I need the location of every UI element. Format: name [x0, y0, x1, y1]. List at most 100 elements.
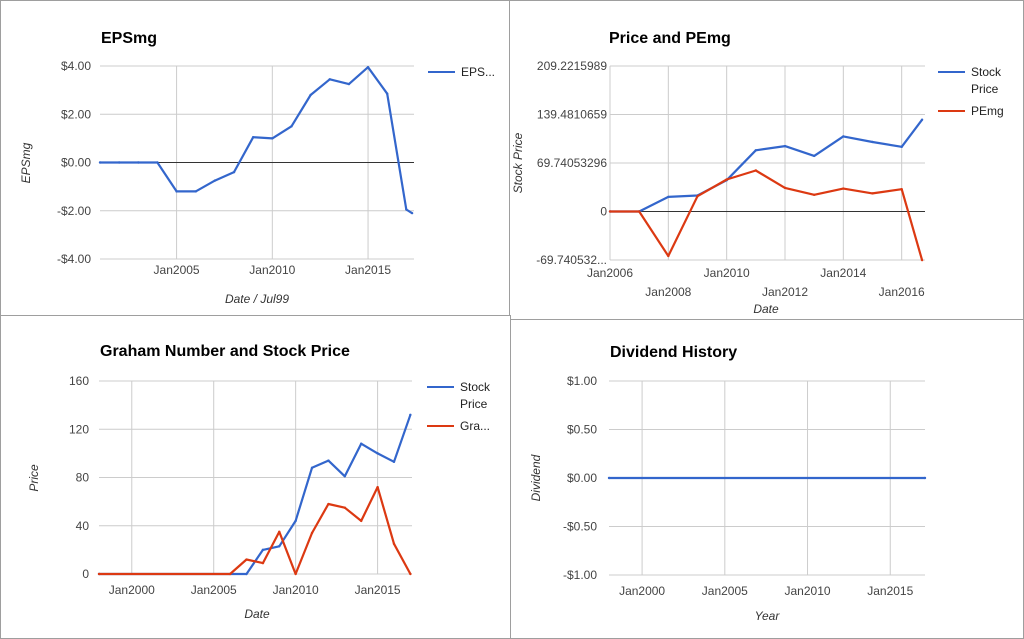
y-tick-label: -69.740532... [536, 253, 607, 267]
data-point [405, 208, 408, 211]
data-point [607, 476, 611, 480]
data-point [278, 545, 281, 548]
data-point [667, 254, 670, 258]
data-point [409, 572, 412, 576]
data-point [194, 190, 197, 193]
series-line-0 [100, 66, 413, 215]
y-tick-label: 139.4810659 [537, 108, 607, 122]
x-tick-label: Jan2010 [249, 263, 295, 277]
data-point [667, 195, 670, 199]
x-axis-title: Year [755, 609, 781, 623]
data-point [900, 145, 903, 149]
data-point [900, 188, 903, 191]
data-point [156, 161, 159, 164]
chart-title: Dividend History [610, 344, 737, 361]
y-tick-label: 209.2215989 [537, 59, 607, 73]
data-point [783, 144, 787, 148]
data-point [359, 442, 363, 445]
series-line-1 [610, 169, 924, 261]
data-point [294, 519, 297, 523]
data-point [754, 149, 758, 152]
data-point [392, 542, 396, 546]
y-tick-label: $4.00 [61, 59, 91, 73]
data-point [842, 187, 845, 190]
y-tick-label: -$0.50 [563, 520, 597, 534]
y-axis-title: Dividend [529, 454, 543, 501]
y-axis-title: Stock Price [511, 132, 525, 193]
legend-label: EPS... [461, 65, 495, 79]
data-point [310, 531, 314, 535]
legend-label: Stock Price [971, 65, 1002, 96]
x-tick-label: Jan2015 [355, 583, 401, 597]
x-tick-label: Jan2000 [619, 584, 665, 598]
eps-chart-svg: EPSmg $4.00 $2.00 $0.00 -$2.00 -$4.00 Jan2005 J… [19, 30, 495, 306]
data-point [920, 118, 924, 121]
x-axis-title: Date [244, 607, 270, 621]
data-point [871, 140, 874, 144]
dividend-chart-panel: Dividend History $1.00 $0.50 $0.00 -$0.50 -$1… [510, 319, 1024, 639]
data-point [385, 92, 389, 95]
legend-label: PEmg [971, 104, 1004, 118]
x-tick-label: Jan2005 [702, 584, 748, 598]
y-tick-label: 120 [69, 422, 89, 436]
data-point [923, 476, 927, 480]
data-point [842, 135, 845, 138]
data-point [175, 190, 178, 193]
data-point [376, 452, 379, 455]
y-axis-title: EPSmg [19, 142, 33, 183]
data-point [696, 195, 699, 198]
dividend-chart-svg: Dividend History $1.00 $0.50 $0.00 -$0.50 -$1… [529, 344, 927, 623]
data-point [245, 558, 248, 561]
x-tick-label: Jan2010 [273, 583, 319, 597]
data-point [783, 186, 787, 190]
x-tick-label: Jan2010 [785, 584, 831, 598]
data-point [366, 66, 370, 69]
legend-label: Gra... [460, 419, 490, 433]
x-tick-label: Jan2014 [820, 266, 866, 280]
y-tick-label: -$4.00 [57, 252, 91, 266]
data-point [754, 169, 758, 172]
data-point [327, 502, 330, 506]
data-point [812, 193, 816, 197]
data-point [278, 530, 281, 533]
data-point [232, 170, 236, 174]
x-axis-title: Date [753, 302, 779, 316]
y-tick-label: $0.00 [567, 471, 597, 485]
data-point [228, 572, 232, 576]
data-point [725, 178, 728, 181]
data-point [359, 519, 363, 523]
y-tick-label: -$1.00 [563, 568, 597, 582]
data-point [343, 475, 347, 478]
y-tick-label: $1.00 [567, 374, 597, 388]
x-tick-label: Jan2015 [345, 263, 391, 277]
eps-chart-panel: EPSmg $4.00 $2.00 $0.00 -$2.00 -$4.00 Jan2005 J… [0, 0, 510, 316]
legend-label: Stock Price [460, 380, 491, 411]
data-point [98, 161, 102, 164]
data-point [637, 210, 641, 213]
x-tick-label: Jan2010 [704, 266, 750, 280]
y-tick-label: 40 [76, 519, 90, 533]
data-point [328, 78, 331, 81]
y-tick-label: 0 [82, 567, 89, 581]
data-point [310, 466, 314, 470]
data-point [871, 192, 874, 195]
data-point [97, 572, 101, 576]
x-tick-label: Jan2016 [879, 285, 925, 299]
data-point [117, 161, 121, 164]
y-tick-label: $0.50 [567, 423, 597, 437]
chart-title: Graham Number and Stock Price [100, 343, 350, 360]
series-line-0 [99, 414, 412, 576]
x-tick-label: Jan2006 [587, 266, 633, 280]
data-point [347, 82, 351, 86]
data-point [409, 413, 412, 416]
x-tick-label: Jan2005 [191, 583, 237, 597]
data-point [245, 572, 248, 576]
data-point [294, 572, 297, 576]
data-point [261, 548, 265, 552]
y-tick-label: 69.74053296 [537, 156, 607, 170]
data-point [290, 125, 293, 128]
data-point [410, 211, 414, 215]
data-point [271, 137, 274, 140]
data-point [812, 154, 816, 158]
